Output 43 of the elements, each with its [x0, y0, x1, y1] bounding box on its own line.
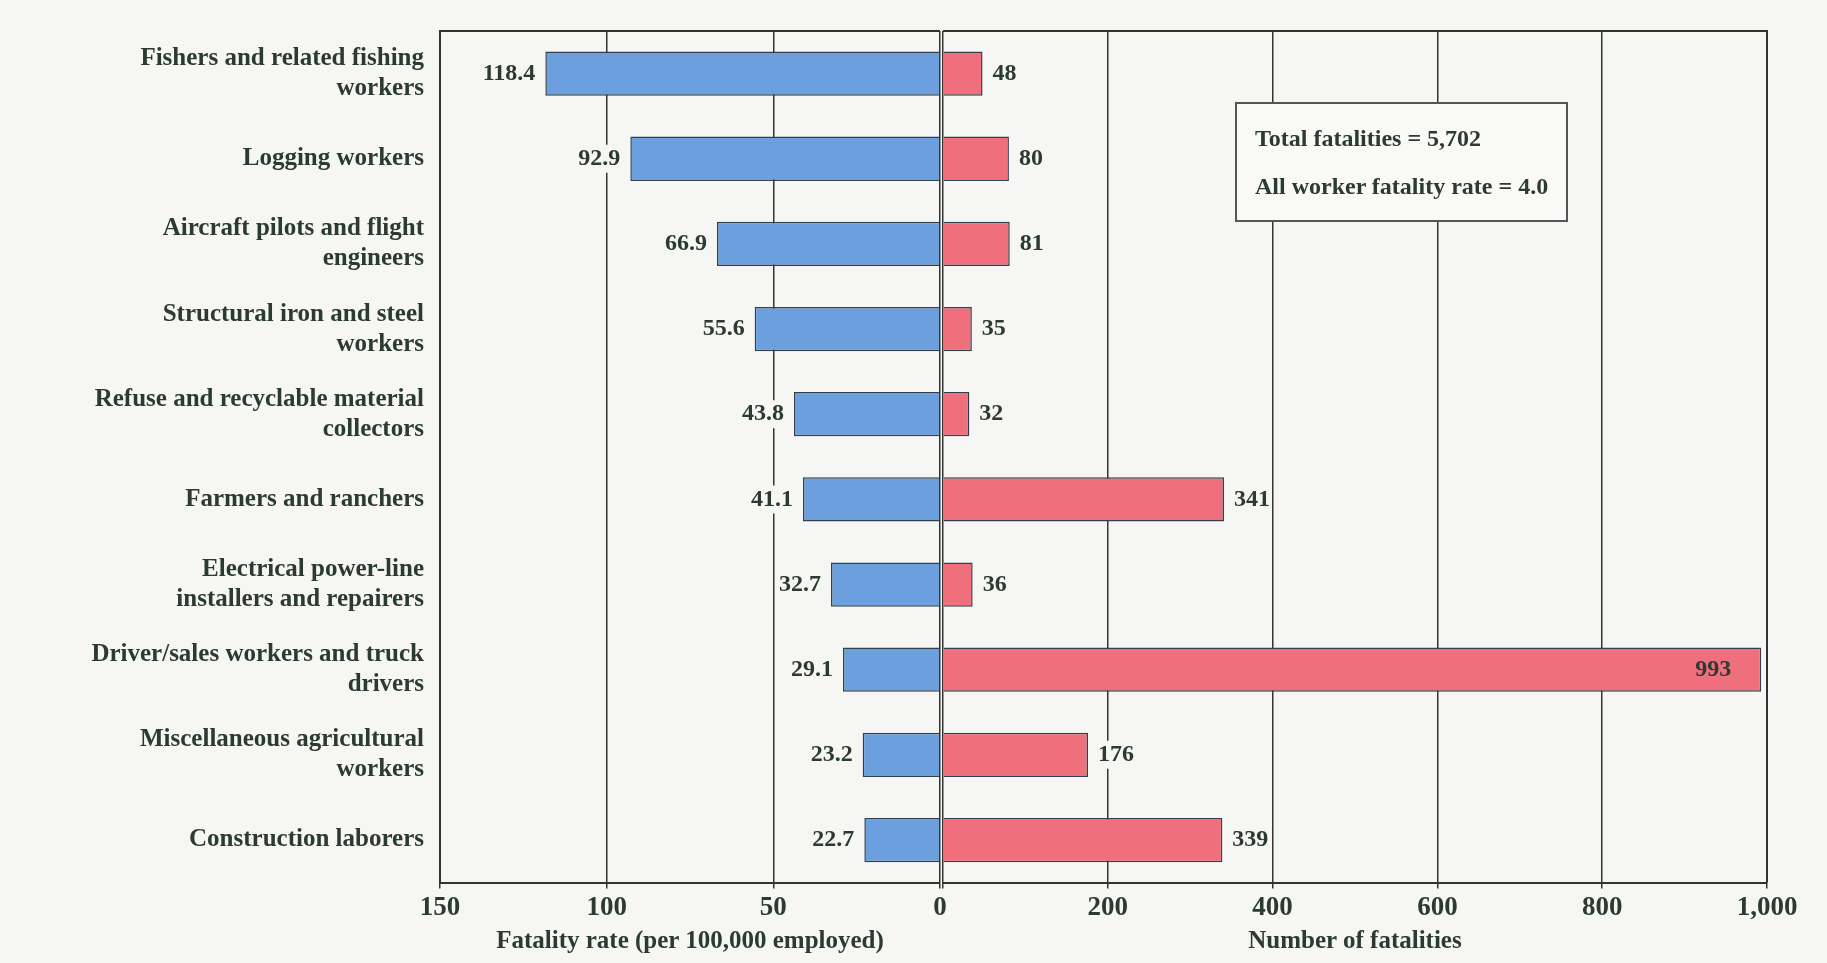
data-label: 118.4 — [482, 58, 536, 85]
data-label: 80 — [1018, 143, 1043, 170]
data-label: 36 — [982, 569, 1007, 596]
annotation: Total fatalities = 5,702 — [1255, 124, 1483, 153]
x-tick-label: 400 — [1252, 890, 1293, 921]
data-label: 23.2 — [810, 740, 853, 767]
data-label: 48 — [992, 58, 1017, 85]
data-label: 55.6 — [702, 314, 745, 341]
x-axis-title: Fatality rate (per 100,000 employed) — [496, 926, 884, 955]
data-label: 32 — [979, 399, 1004, 426]
y-tick-label: Driver/sales workers and truck drivers — [91, 639, 425, 697]
y-tick-label: Electrical power-line installers and repairers — [176, 553, 425, 611]
data-label: 41.1 — [751, 484, 793, 511]
data-label: 81 — [1019, 229, 1044, 256]
y-tick-label: Refuse and recyclable material collectors — [94, 383, 425, 441]
data-label: 35 — [981, 314, 1006, 341]
y-tick-label: Construction laborers — [189, 824, 425, 852]
x-tick-label: 50 — [759, 890, 787, 921]
y-tick-label: Miscellaneous agricultural workers — [140, 724, 425, 782]
x-tick-label: 200 — [1087, 890, 1129, 921]
y-tick-label: Logging workers — [242, 143, 425, 171]
y-tick-label: Aircraft pilots and flight engineers — [162, 213, 425, 271]
y-tick-label: Farmers and ranchers — [185, 483, 425, 511]
data-label: 176 — [1098, 740, 1135, 767]
data-label: 22.7 — [812, 825, 855, 852]
data-label: 66.9 — [665, 229, 707, 256]
data-label: 43.8 — [742, 399, 784, 426]
x-tick-label: 0 — [933, 890, 947, 921]
x-tick-label: 600 — [1417, 890, 1458, 921]
data-label: 993 — [1695, 654, 1732, 681]
x-axis-title: Number of fatalities — [1248, 926, 1462, 954]
y-tick-label: Fishers and related fishing workers — [140, 43, 425, 101]
data-label: 32.7 — [779, 569, 821, 596]
x-tick-label: 100 — [586, 890, 627, 921]
data-label: 341 — [1233, 484, 1270, 511]
annotation: All worker fatality rate = 4.0 — [1255, 172, 1549, 201]
y-tick-label: Structural iron and steel workers — [162, 298, 425, 356]
data-label: 339 — [1232, 825, 1269, 852]
x-tick-label: 150 — [419, 890, 461, 921]
data-label: 92.9 — [578, 143, 621, 170]
data-label: 29.1 — [791, 654, 833, 681]
x-tick-label: 1,000 — [1736, 890, 1798, 921]
x-tick-label: 800 — [1581, 890, 1623, 921]
